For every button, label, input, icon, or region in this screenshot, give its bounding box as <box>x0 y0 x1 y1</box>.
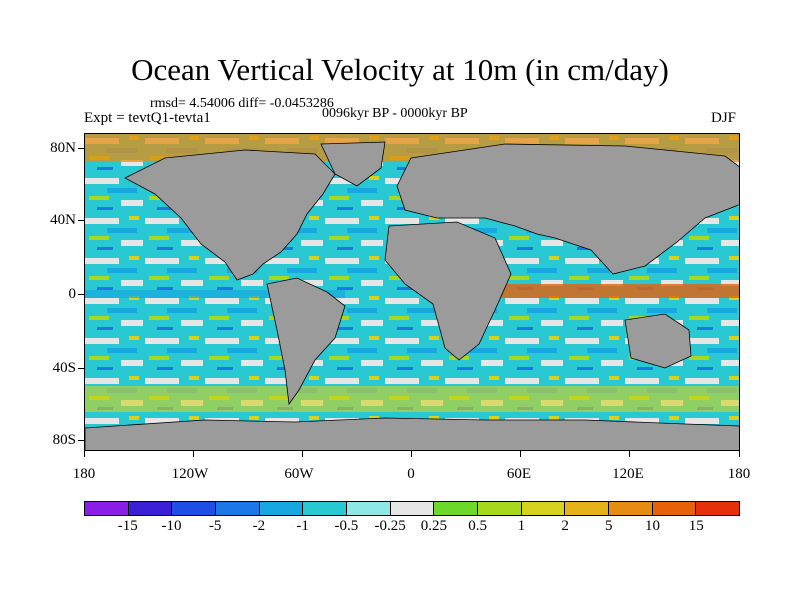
lat-tick <box>78 294 84 295</box>
colorbar-swatch <box>520 501 565 516</box>
colorbar-swatch <box>302 501 347 516</box>
colorbar-label: -5 <box>208 518 222 534</box>
colorbar-label: -10 <box>161 518 182 534</box>
lon-label-180e: 180 <box>727 466 751 482</box>
colorbar <box>84 501 741 516</box>
lon-tick <box>411 451 412 457</box>
colorbar-swatch <box>651 501 696 516</box>
season-label: DJF <box>711 110 737 126</box>
colorbar-swatch <box>258 501 303 516</box>
antarctica <box>85 417 739 450</box>
colorbar-swatch <box>608 501 652 516</box>
australia <box>624 313 692 369</box>
lon-tick <box>302 451 303 457</box>
lat-tick <box>78 220 84 221</box>
colorbar-label: -2 <box>252 518 266 534</box>
colorbar-label: -0.5 <box>334 518 359 534</box>
lon-tick <box>739 451 740 457</box>
lon-label-60w: 60W <box>284 466 314 482</box>
lat-label-40s: 40S <box>52 360 76 376</box>
lat-tick <box>78 440 84 441</box>
lon-label-0: 0 <box>407 466 415 482</box>
colorbar-label: 2 <box>561 518 569 534</box>
colorbar-swatch <box>127 501 172 516</box>
lon-tick <box>520 451 521 457</box>
lat-tick <box>78 148 84 149</box>
lat-label-0: 0 <box>68 286 77 302</box>
lon-tick <box>629 451 630 457</box>
colorbar-label: -1 <box>296 518 309 534</box>
experiment-label: Expt = tevtQ1-tevta1 <box>84 110 211 126</box>
colorbar-label: 0.25 <box>420 518 447 534</box>
lon-label-120w: 120W <box>171 466 209 482</box>
lon-label-60e: 60E <box>506 466 532 482</box>
stats-text: rmsd= 4.54006 diff= -0.0453286 <box>150 96 334 111</box>
south-america <box>266 277 346 406</box>
eurasia <box>396 143 739 275</box>
colorbar-swatch <box>564 501 609 516</box>
africa <box>384 221 512 361</box>
colorbar-swatch <box>477 501 521 516</box>
lon-tick <box>193 451 194 457</box>
colorbar-label: -15 <box>117 518 138 534</box>
colorbar-label: 0.5 <box>468 518 487 534</box>
equatorial-band <box>465 284 739 298</box>
colorbar-label: 5 <box>605 518 613 534</box>
colorbar-swatch <box>346 501 390 516</box>
colorbar-label: -0.25 <box>374 518 406 534</box>
colorbar-swatch <box>171 501 216 516</box>
colorbar-swatch <box>84 501 128 516</box>
lat-label-80n: 80N <box>50 140 76 156</box>
map-title: Ocean Vertical Velocity at 10m (in cm/da… <box>131 52 669 87</box>
equatorial-band-west <box>85 290 345 298</box>
colorbar-label: 10 <box>645 518 661 534</box>
colorbar-swatch <box>389 501 434 516</box>
greenland <box>320 141 386 187</box>
lon-tick <box>84 451 85 457</box>
southern-band <box>85 386 739 412</box>
colorbar-label: 15 <box>688 518 704 534</box>
colorbar-swatch <box>215 501 259 516</box>
colorbar-swatch <box>695 501 741 516</box>
lon-label-180w: 180 <box>72 466 96 482</box>
north-america <box>124 149 336 281</box>
colorbar-label: 1 <box>517 518 526 534</box>
lon-label-120e: 120E <box>612 466 644 482</box>
period-text: 0096kyr BP - 0000kyr BP <box>322 106 468 121</box>
lat-label-40n: 40N <box>50 212 76 228</box>
lat-tick <box>78 368 84 369</box>
world-map <box>85 134 739 450</box>
lat-label-80s: 80S <box>52 432 76 448</box>
map-panel <box>84 133 740 451</box>
colorbar-swatch <box>433 501 478 516</box>
